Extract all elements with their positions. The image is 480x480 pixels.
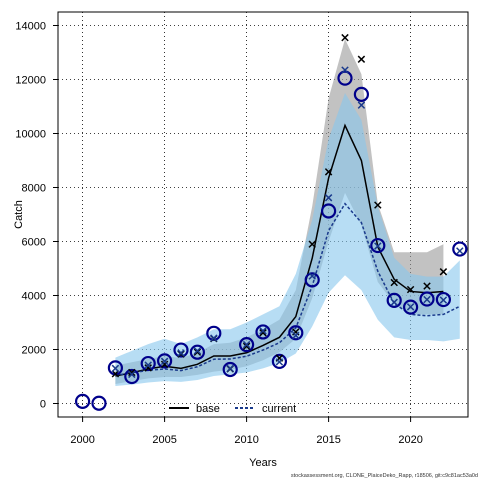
observed-point bbox=[206, 325, 222, 341]
point-current bbox=[177, 349, 185, 357]
point-base bbox=[128, 368, 136, 377]
point-base bbox=[160, 360, 169, 369]
y-tick-label: 12000 bbox=[15, 75, 46, 87]
observed-point bbox=[222, 361, 238, 378]
legend-item-base: base bbox=[169, 403, 220, 415]
point-current bbox=[128, 370, 136, 379]
observed-point bbox=[239, 337, 255, 353]
observed-point bbox=[91, 395, 107, 411]
line-current bbox=[115, 202, 461, 376]
observed-point bbox=[255, 324, 271, 340]
y-tick-label: 4000 bbox=[22, 291, 46, 303]
point-current bbox=[374, 242, 382, 250]
observed-point bbox=[337, 70, 353, 86]
point-current bbox=[390, 298, 398, 306]
point-base bbox=[193, 348, 202, 356]
legend-label: base bbox=[196, 403, 220, 415]
observed-point bbox=[353, 86, 369, 102]
observed-point bbox=[435, 291, 451, 308]
observed-point bbox=[74, 393, 91, 409]
observed-point bbox=[321, 203, 337, 219]
point-current bbox=[275, 358, 284, 366]
series-lines bbox=[115, 123, 461, 377]
point-current bbox=[456, 247, 464, 255]
point-base bbox=[423, 282, 431, 290]
observed-point bbox=[288, 325, 304, 341]
point-current bbox=[357, 101, 366, 109]
line-base bbox=[115, 123, 444, 377]
point-current bbox=[242, 340, 251, 349]
y-tick-label: 14000 bbox=[15, 21, 46, 33]
point-base bbox=[324, 168, 333, 176]
point-base bbox=[242, 342, 251, 350]
observed-point bbox=[304, 272, 320, 288]
plot-frame bbox=[57, 11, 469, 418]
point-current bbox=[259, 327, 267, 335]
x-tick-label: 2005 bbox=[152, 434, 176, 446]
point-base bbox=[259, 329, 267, 337]
point-current bbox=[193, 347, 202, 355]
point-base bbox=[144, 364, 152, 372]
point-base bbox=[308, 240, 316, 248]
point-base bbox=[177, 350, 185, 358]
legend: base current bbox=[169, 403, 296, 415]
observed-point bbox=[403, 299, 419, 315]
point-current bbox=[406, 303, 415, 311]
point-current bbox=[210, 334, 218, 342]
point-current bbox=[324, 194, 333, 202]
point-base bbox=[406, 285, 415, 294]
y-tick-label: 2000 bbox=[22, 345, 46, 357]
observed-point bbox=[124, 368, 140, 385]
observed-point bbox=[386, 292, 402, 308]
observed-point bbox=[140, 355, 156, 372]
point-base bbox=[357, 55, 366, 63]
point-current bbox=[423, 295, 431, 304]
observed-point bbox=[370, 237, 386, 254]
observed-point bbox=[271, 353, 287, 369]
y-tick-label: 6000 bbox=[22, 237, 46, 249]
axes: 2000 2005 2010 2015 2020 0 2000 4000 6000 8000 100… bbox=[15, 21, 422, 447]
band-current bbox=[115, 93, 460, 386]
x-tick-label: 2020 bbox=[398, 434, 422, 446]
point-current bbox=[160, 357, 169, 366]
legend-item-current: current bbox=[235, 403, 296, 415]
observed-point bbox=[189, 344, 205, 360]
point-base bbox=[111, 370, 120, 378]
point-current bbox=[308, 272, 316, 280]
x-tick-label: 2015 bbox=[316, 434, 340, 446]
y-tick-label: 10000 bbox=[15, 129, 46, 141]
point-current bbox=[111, 364, 120, 373]
y-tick-label: 0 bbox=[40, 399, 46, 411]
point-current bbox=[226, 364, 234, 373]
observed-point bbox=[452, 241, 468, 257]
point-base bbox=[439, 268, 448, 276]
x-tick-label: 2000 bbox=[70, 434, 94, 446]
y-axis-title: Catch bbox=[13, 200, 25, 229]
footnote: stockassessment.org, CLONE_PlaiceDeko_Ra… bbox=[291, 473, 478, 479]
legend-label: current bbox=[262, 403, 296, 415]
point-base bbox=[390, 278, 398, 287]
confidence-bands bbox=[115, 39, 460, 386]
point-base bbox=[341, 33, 349, 42]
point-current bbox=[292, 331, 300, 340]
observed-point bbox=[157, 353, 173, 369]
y-tick-label: 8000 bbox=[22, 183, 46, 195]
point-base bbox=[374, 201, 382, 209]
data-points bbox=[74, 33, 468, 411]
point-current bbox=[439, 296, 448, 304]
observed-point bbox=[173, 342, 189, 358]
point-current bbox=[144, 361, 152, 369]
x-axis-title: Years bbox=[249, 457, 277, 469]
observed-point bbox=[419, 291, 435, 307]
x-tick-label: 2010 bbox=[234, 434, 258, 446]
point-current bbox=[341, 66, 349, 74]
